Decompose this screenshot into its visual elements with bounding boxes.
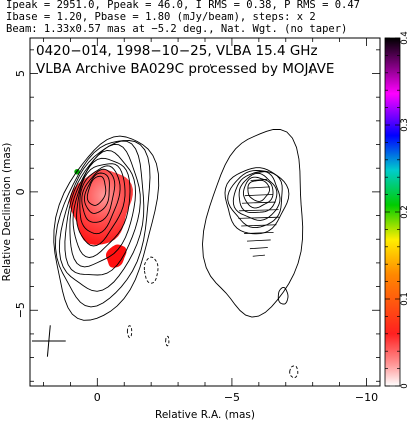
plot-area [31,63,312,379]
y-tick-label: −5 [14,302,27,318]
negative-contour-1 [143,256,159,284]
evpa-tick [247,186,270,189]
negative-contour-4 [289,365,299,379]
evpa-tick [250,178,268,181]
contour-left-11 [86,175,107,206]
left-contours [53,135,160,321]
contour-right-6 [242,176,274,209]
header-line-3: Beam: 1.33x0.57 mas at −5.2 deg., Nat. W… [6,23,348,35]
y-tick-label: 5 [14,70,27,77]
header-line-1: Ipeak = 2951.0, Ppeak = 46.0, I RMS = 0.… [6,0,361,11]
contour-right-3 [227,170,283,229]
evpa-tick [244,194,273,197]
evpa-ticks [238,171,280,257]
colorbar-ticks: 0 0.1 0.2 0.3 0.4 [385,31,409,389]
chart-subtitle: VLBA Archive BA029C processed by MOJAVE [36,61,334,77]
contour-left-6 [72,157,131,258]
chart-title: 0420−014, 1998−10−25, VLBA 15.4 GHz [36,43,318,59]
contour-left-10 [83,172,110,214]
axis-ticks: 0 −5 −10 5 0 −5 [14,38,380,404]
x-tick-label: −10 [355,391,378,404]
x-tick-label: 0 [94,391,101,404]
contour-right-5 [238,172,278,214]
contour-right-4 [232,170,281,221]
right-contours [202,128,304,318]
evpa-tick [241,224,277,227]
contour-left-5 [69,150,136,268]
evpa-tick [253,171,265,174]
x-axis-label: Relative R.A. (mas) [155,409,255,421]
evpa-tick [249,247,268,250]
colorbar-tick-label: 0.4 [400,31,409,45]
contour-left-7 [76,163,126,247]
contour-left-2 [55,140,151,308]
contour-left-1 [53,135,160,321]
evpa-tick [238,216,280,219]
evpa-tick [241,201,276,204]
header-line-2: Ibase = 1.20, Pbase = 1.80 (mJy/beam), s… [6,11,316,23]
contour-right-7 [247,179,271,202]
noise-mark-2 [209,63,213,69]
contour-right-blob [277,286,289,305]
polarization-blob [69,169,133,245]
contour-left-9 [81,168,116,223]
x-tick-label: −5 [224,391,240,404]
evpa-tick [239,209,279,212]
noise-mark-1 [309,66,312,74]
contour-right-1 [202,128,304,318]
colorbar-tick-label: 0.1 [400,292,409,306]
evpa-tick [246,239,271,242]
contour-left-8 [79,165,121,235]
evpa-tick [252,254,265,257]
colorbar-tick-label: 0.2 [400,205,409,219]
polarization-tail [106,244,127,268]
y-tick-label: 0 [14,188,27,195]
evpa-tick [244,231,274,234]
negative-contour-3 [165,335,170,347]
contour-right-2 [224,167,290,235]
contour-left-3 [58,140,145,292]
colorbar-tick-label: 0 [400,383,409,388]
colorbar-tick-label: 0.3 [400,118,409,132]
y-axis-label: Relative Declination (mas) [1,143,13,282]
negative-contour-2 [126,325,133,339]
